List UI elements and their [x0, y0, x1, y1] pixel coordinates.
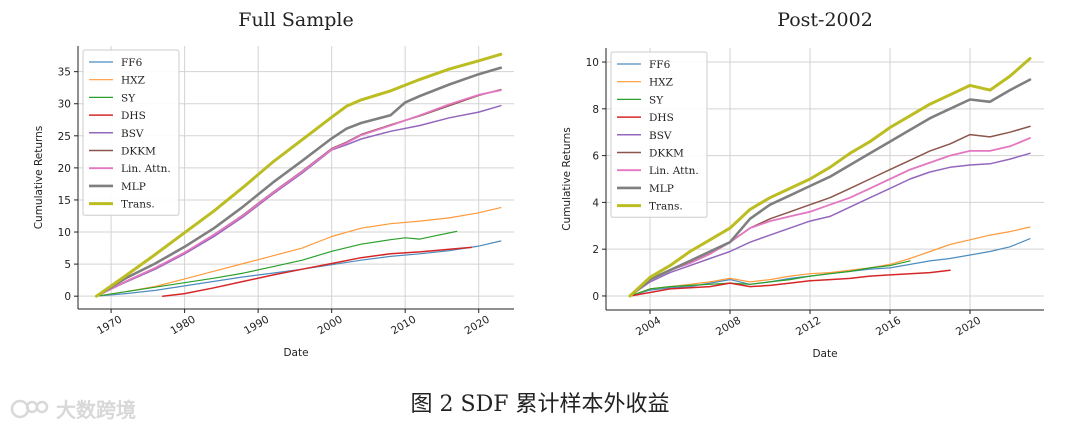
legend-label: MLP	[649, 183, 674, 195]
series-line-trans-	[94, 52, 503, 298]
series-line-sy	[95, 230, 458, 297]
legend-label: HXZ	[121, 75, 145, 87]
legend-label: FF6	[649, 59, 671, 71]
y-tick-label: 4	[592, 197, 599, 209]
x-tick-label: 2020	[463, 314, 492, 338]
x-tick-label: 2012	[794, 315, 823, 339]
x-tick-label: 2004	[634, 314, 663, 338]
y-tick-label: 5	[64, 259, 71, 271]
y-tick-label: 0	[592, 291, 599, 303]
y-axis-label: Cumulative Returns	[33, 126, 45, 230]
legend-label: BSV	[121, 128, 144, 140]
legend-label: Trans.	[121, 199, 155, 211]
x-tick-label: 2008	[714, 315, 743, 339]
x-axis-label: Date	[283, 347, 308, 359]
legend-label: FF6	[121, 57, 143, 69]
series-line-trans-	[628, 57, 1032, 298]
series-line-dhs	[161, 246, 473, 297]
legend-label: SY	[649, 94, 664, 106]
chart-title: Full Sample	[238, 9, 353, 31]
x-tick-label: 1990	[242, 314, 271, 338]
series-line-dhs	[629, 269, 951, 297]
y-tick-label: 30	[58, 99, 71, 111]
y-tick-label: 2	[592, 244, 599, 256]
legend-label: BSV	[649, 130, 672, 142]
legend-box	[610, 51, 708, 218]
legend-label: HXZ	[649, 77, 673, 89]
y-tick-label: 10	[58, 227, 71, 239]
y-tick-label: 8	[592, 104, 599, 116]
x-tick-label: 1970	[95, 314, 124, 338]
x-tick-label: 1980	[169, 314, 198, 338]
legend-label: Trans.	[649, 201, 683, 213]
series-line-lin-attn-	[95, 89, 502, 298]
x-axis-label: Date	[812, 348, 837, 360]
watermark-logo-icon	[10, 399, 49, 418]
legend-label: Lin. Attn.	[649, 165, 699, 177]
series-line-sy	[629, 260, 911, 297]
y-tick-label: 25	[58, 131, 71, 143]
legend-label: DHS	[121, 110, 146, 122]
series-line-bsv	[629, 152, 1031, 297]
y-tick-label: 35	[58, 67, 71, 79]
series-line-hxz	[95, 207, 502, 297]
legend-label: DHS	[649, 112, 674, 124]
legend-label: Lin. Attn.	[121, 163, 171, 175]
legend-box	[82, 49, 180, 216]
y-tick-label: 15	[58, 195, 71, 207]
figure-caption: 图 2 SDF 累计样本外收益	[410, 392, 670, 417]
x-tick-label: 2010	[389, 314, 418, 338]
watermark-text: 大数跨境	[56, 398, 136, 422]
legend-label: MLP	[121, 181, 146, 193]
x-tick-label: 2016	[874, 314, 903, 338]
chart-panel-2: Post-2002 0 2 4 6 8 10 2004 2008 2012 2016 2020 Date…	[561, 9, 1044, 360]
y-tick-label: 20	[58, 163, 71, 175]
chart-title: Post-2002	[777, 9, 873, 31]
series-line-mlp	[628, 78, 1032, 298]
y-tick-label: 0	[64, 291, 71, 303]
y-tick-label: 6	[592, 151, 599, 163]
series-line-hxz	[629, 226, 1031, 297]
series-line-mlp	[95, 66, 503, 298]
y-axis-label: Cumulative Returns	[561, 127, 573, 231]
legend-label: DKKM	[121, 146, 156, 158]
x-tick-label: 2000	[316, 314, 345, 338]
y-tick-label: 10	[586, 57, 599, 69]
watermark: 大数跨境	[10, 394, 136, 423]
x-tick-label: 2020	[954, 315, 983, 339]
legend-label: DKKM	[649, 148, 684, 160]
legend-label: SY	[121, 92, 136, 104]
series-line-lin-attn-	[629, 137, 1031, 297]
chart-panel-1: Full Sample 0 5 10 15 20 25 30 35 1970 1980 1990 200…	[33, 9, 514, 359]
